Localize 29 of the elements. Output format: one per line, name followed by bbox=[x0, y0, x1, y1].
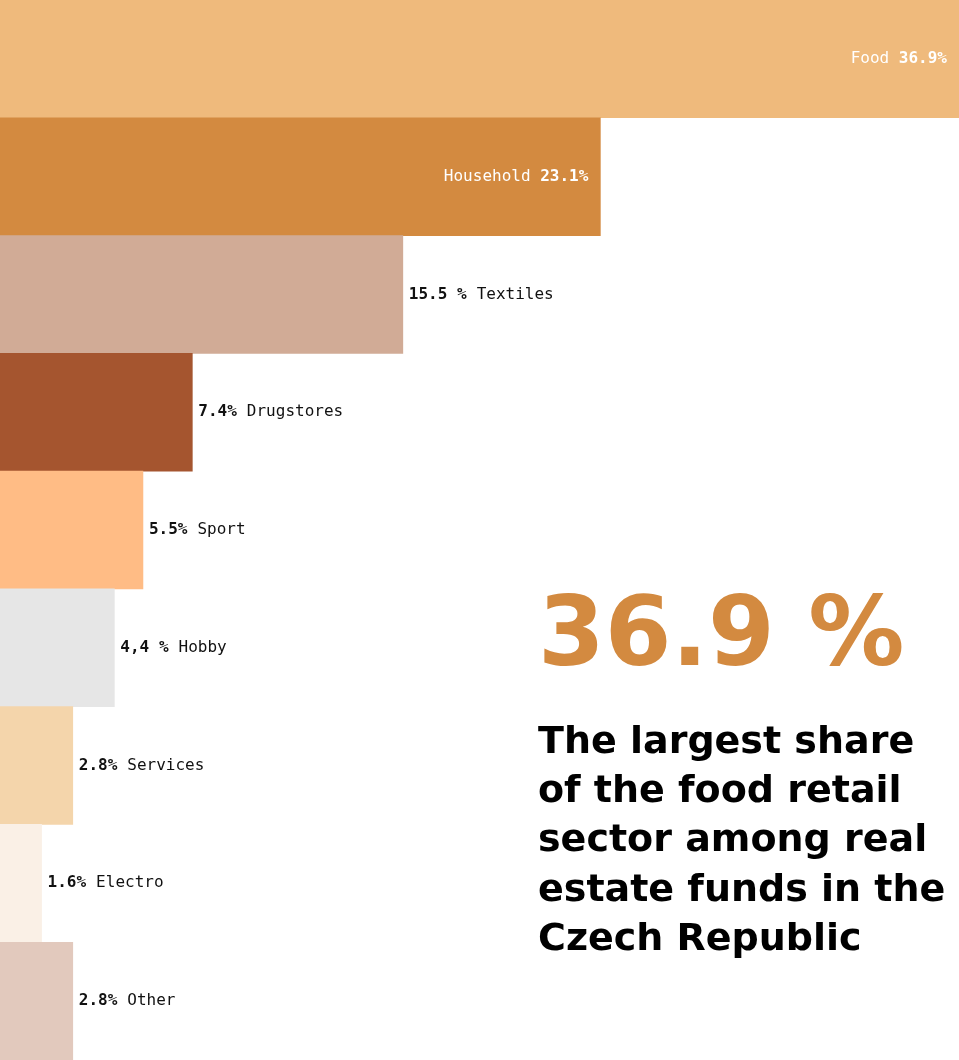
bar bbox=[0, 941, 74, 1060]
data-label: 5.5% bbox=[148, 519, 188, 539]
bar bbox=[0, 470, 144, 590]
y-tick-label: Food bbox=[850, 48, 890, 68]
y-tick-label: Drugstores bbox=[246, 401, 344, 421]
bar bbox=[0, 824, 42, 943]
data-label: 36.9% bbox=[898, 48, 948, 68]
annotation: 36.9 % bbox=[538, 576, 906, 688]
data-label: 2.8% bbox=[78, 754, 118, 774]
y-tick-label: Sport bbox=[197, 519, 246, 539]
y-tick-label: Services bbox=[127, 754, 205, 774]
data-label: 23.1% bbox=[540, 165, 589, 185]
data-label: 2.8% bbox=[78, 990, 118, 1010]
data-label: 15.5 % bbox=[408, 283, 467, 303]
y-tick-label: Other bbox=[127, 990, 176, 1010]
y-tick-label: Household bbox=[443, 165, 531, 185]
bar bbox=[0, 706, 74, 825]
data-label: 1.6% bbox=[47, 872, 87, 892]
y-tick-label: Electro bbox=[96, 872, 164, 892]
annotation: The largest share of the food retail sector among real estate funds in the Czech Republic bbox=[538, 716, 947, 962]
y-tick-label: Textiles bbox=[476, 283, 554, 303]
data-label: 4,4 % bbox=[120, 636, 169, 656]
bar bbox=[0, 0, 959, 119]
bar bbox=[0, 117, 601, 236]
bar bbox=[0, 588, 115, 707]
y-tick-label: Hobby bbox=[178, 636, 228, 656]
bar bbox=[0, 353, 193, 472]
data-label: 7.4% bbox=[198, 401, 238, 421]
bar bbox=[0, 235, 404, 354]
